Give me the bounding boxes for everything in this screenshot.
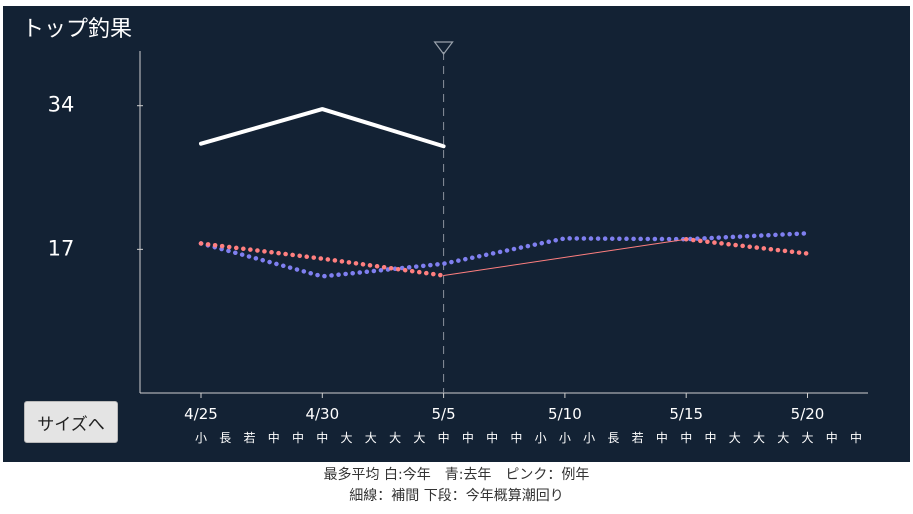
- series-line-3: [443, 238, 687, 277]
- tide-label: 若: [244, 431, 256, 445]
- tide-label: 中: [316, 430, 328, 445]
- series-line-2: [198, 241, 446, 278]
- x-tick-label: 5/5: [432, 405, 456, 423]
- x-tick-label: 5/15: [669, 405, 703, 423]
- chart-panel: トップ釣果 34 17 4/25 4/30 5/5 5/10 5/15 5/20 小長若中中中大大…: [3, 6, 910, 462]
- x-tick-label: 4/30: [305, 405, 339, 423]
- tide-label: 長: [219, 431, 231, 445]
- tide-label: 大: [413, 431, 425, 445]
- x-tick-label: 5/20: [791, 405, 825, 423]
- tide-label: 長: [607, 431, 619, 445]
- tide-label: 小: [559, 431, 571, 445]
- legend-line-1: 最多平均 白:今年 青:去年 ピンク：例年: [323, 467, 590, 483]
- tide-label: 中: [292, 430, 304, 445]
- tide-label: 小: [535, 431, 547, 445]
- tide-label: 中: [680, 430, 692, 445]
- tide-label: 中: [826, 430, 838, 445]
- tide-label: 大: [729, 431, 741, 445]
- tide-label: 若: [632, 431, 644, 445]
- chart-title: トップ釣果: [22, 17, 132, 42]
- tide-label: 大: [341, 431, 353, 445]
- tide-label: 大: [365, 431, 377, 445]
- y-tick-label: 34: [48, 93, 75, 117]
- tide-label: 中: [510, 430, 522, 445]
- tide-label: 中: [268, 430, 280, 445]
- tide-label: 大: [389, 431, 401, 445]
- x-tick-label: 5/10: [548, 405, 582, 423]
- series-line-0: [199, 107, 446, 149]
- tide-label: 大: [753, 431, 765, 445]
- tide-label: 中: [438, 430, 450, 445]
- y-tick-label: 17: [48, 236, 75, 260]
- series-line-1: [198, 231, 810, 279]
- tide-label: 大: [801, 431, 813, 445]
- tide-label: 小: [195, 431, 207, 445]
- tide-label: 小: [583, 431, 595, 445]
- legend: 最多平均 白:今年 青:去年 ピンク：例年 細線：補間 下段：今年概算潮回り: [0, 465, 913, 507]
- size-button[interactable]: サイズへ: [24, 401, 118, 443]
- tide-label: 中: [704, 430, 716, 445]
- today-marker-triangle: [433, 41, 454, 55]
- legend-line-2: 細線：補間 下段：今年概算潮回り: [349, 488, 564, 504]
- tide-label: 中: [656, 430, 668, 445]
- tide-label: 中: [462, 430, 474, 445]
- tide-label: 大: [777, 431, 789, 445]
- tide-label: 中: [486, 430, 498, 445]
- chart-svg: トップ釣果34174/25 4/30 5/5 5/10 5/15 5/20小長若中中中大大…: [22, 17, 868, 445]
- series-line-4: [683, 236, 810, 256]
- tide-label: 中: [850, 430, 862, 445]
- x-tick-label: 4/25: [184, 405, 218, 423]
